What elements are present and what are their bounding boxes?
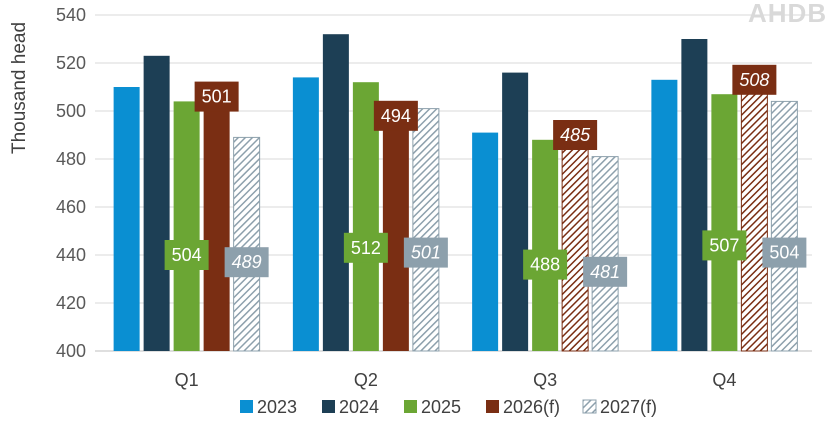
data-label-value: 481	[590, 262, 620, 282]
data-label-value: 494	[381, 106, 411, 126]
bar-2026f-Q3	[561, 146, 589, 352]
y-tick-label: 400	[56, 341, 86, 361]
data-label-value: 508	[739, 70, 769, 90]
x-category-label: Q2	[354, 370, 378, 390]
data-label-2025-Q4: 507	[702, 230, 747, 261]
bar-2024-Q2	[322, 34, 349, 351]
legend-label: 2023	[257, 397, 297, 417]
data-label-value: 504	[172, 245, 202, 265]
data-label-value: 504	[769, 243, 799, 263]
data-label-box	[553, 120, 598, 150]
legend-label: 2025	[421, 397, 461, 417]
bars	[113, 34, 798, 352]
data-label-2025-Q3: 488	[523, 249, 568, 280]
data-label-box	[343, 232, 388, 263]
data-label-box	[523, 249, 568, 280]
y-tick-label: 520	[56, 53, 86, 73]
bar-2023-Q2	[292, 77, 319, 352]
legend-item-2025: 2025	[404, 397, 461, 417]
data-label-2025-Q2: 512	[343, 232, 388, 263]
bar-2025-Q4	[711, 94, 738, 351]
y-tick-label: 440	[56, 245, 86, 265]
data-label-2026f-Q1: 501	[194, 81, 239, 112]
y-axis-title: Thousand head	[9, 22, 30, 154]
data-label-2026f-Q3: 485	[553, 120, 598, 150]
data-label-2027f-Q4: 504	[762, 237, 807, 268]
legend-swatch	[582, 399, 597, 414]
x-category-label: Q4	[712, 370, 736, 390]
bar-2026f-Q1	[203, 108, 230, 351]
data-label-value: 489	[232, 252, 262, 272]
legend-swatch	[240, 400, 253, 413]
data-label-value: 507	[709, 235, 739, 255]
bar-2023-Q1	[113, 87, 140, 351]
y-tick-label: 500	[56, 101, 86, 121]
data-label-2027f-Q2: 501	[403, 237, 448, 268]
legend-swatch	[322, 400, 335, 413]
data-label-2025-Q1: 504	[164, 240, 209, 270]
legend-swatch	[486, 400, 499, 413]
bar-2027f-Q3	[591, 156, 619, 352]
legend-item-2027f: 2027(f)	[582, 397, 657, 417]
data-label-box	[164, 240, 209, 270]
legend-item-2026f: 2026(f)	[486, 397, 560, 417]
y-tick-label: 420	[56, 293, 86, 313]
bar-2024-Q3	[502, 72, 529, 351]
data-label-2027f-Q1: 489	[224, 247, 269, 278]
bar-2027f-Q1	[233, 136, 261, 352]
data-label-box	[732, 64, 777, 95]
data-label-box	[403, 237, 448, 268]
y-tick-label: 540	[56, 5, 86, 25]
data-labels: 504 501 489 512 494 501 488 485 481 507 508 504	[164, 64, 807, 287]
legend-item-2024: 2024	[322, 397, 379, 417]
data-label-value: 501	[202, 87, 232, 107]
data-label-box	[373, 100, 418, 131]
legend: 2023 2024 2025 2026(f) 2027(f)	[240, 397, 657, 417]
data-label-value: 501	[411, 243, 441, 263]
bar-2026f-Q4	[740, 91, 768, 352]
legend-label: 2026(f)	[503, 397, 560, 417]
y-tick-label: 460	[56, 197, 86, 217]
legend-item-2023: 2023	[240, 397, 297, 417]
data-label-value: 485	[560, 125, 591, 145]
y-tick-label: 480	[56, 149, 86, 169]
data-label-box	[762, 237, 807, 268]
y-axis-tick-labels: 400 420 440 460 480 500 520 540	[56, 5, 86, 361]
data-label-value: 488	[530, 255, 560, 275]
bar-2027f-Q4	[770, 100, 798, 352]
legend-swatch	[404, 400, 417, 413]
x-category-label: Q1	[175, 370, 199, 390]
bar-2025-Q3	[532, 139, 559, 351]
data-label-2026f-Q4: 508	[732, 64, 777, 95]
data-label-box	[224, 247, 269, 278]
x-category-label: Q3	[533, 370, 557, 390]
bar-2023-Q4	[651, 79, 678, 352]
data-label-box	[194, 81, 239, 112]
bar-2024-Q1	[143, 55, 170, 352]
data-label-box	[583, 256, 628, 287]
bar-2025-Q1	[173, 101, 200, 352]
bar-2023-Q3	[472, 132, 499, 351]
logo-watermark: AHDB	[748, 0, 827, 28]
bar-2027f-Q2	[412, 108, 440, 352]
bar-2024-Q4	[681, 39, 708, 351]
data-label-value: 512	[351, 238, 381, 258]
data-label-2026f-Q2: 494	[373, 100, 418, 131]
legend-label: 2027(f)	[600, 397, 657, 417]
data-label-2027f-Q3: 481	[583, 256, 628, 287]
data-label-box	[702, 230, 747, 261]
x-axis-category-labels: Q1 Q2 Q3 Q4	[175, 370, 737, 390]
legend-label: 2024	[339, 397, 379, 417]
